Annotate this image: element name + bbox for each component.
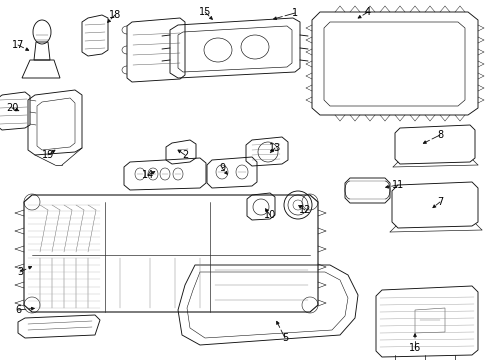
Text: 1: 1 bbox=[292, 8, 298, 18]
Text: 7: 7 bbox=[437, 197, 443, 207]
Text: 3: 3 bbox=[17, 267, 23, 277]
Text: 10: 10 bbox=[264, 210, 276, 220]
Text: 14: 14 bbox=[142, 170, 154, 180]
Text: 11: 11 bbox=[392, 180, 404, 190]
Text: 2: 2 bbox=[182, 150, 188, 160]
Text: 16: 16 bbox=[409, 343, 421, 353]
Text: 12: 12 bbox=[299, 205, 311, 215]
Text: 8: 8 bbox=[437, 130, 443, 140]
Text: 13: 13 bbox=[269, 143, 281, 153]
Text: 17: 17 bbox=[12, 40, 24, 50]
Text: 4: 4 bbox=[365, 7, 371, 17]
Text: 5: 5 bbox=[282, 333, 288, 343]
Text: 9: 9 bbox=[219, 163, 225, 173]
Text: 6: 6 bbox=[15, 305, 21, 315]
Text: 15: 15 bbox=[199, 7, 211, 17]
Text: 18: 18 bbox=[109, 10, 121, 20]
Text: 20: 20 bbox=[6, 103, 18, 113]
Text: 19: 19 bbox=[42, 150, 54, 160]
